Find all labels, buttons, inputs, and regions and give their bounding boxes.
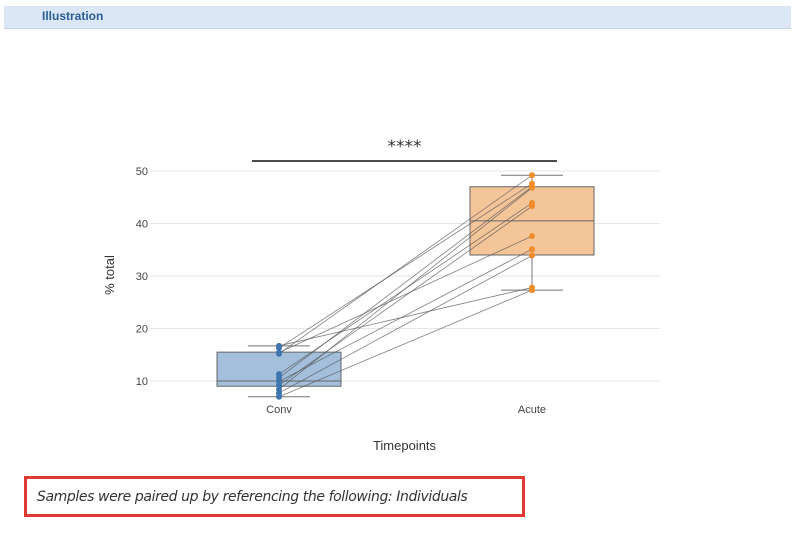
y-tick-label: 40: [136, 219, 148, 231]
data-point-acute: [529, 246, 535, 253]
paired-box-plot: 10 20 30 40 50 Conv Acute **** Timepoints % to…: [102, 137, 660, 453]
pair-lines: [278, 174, 533, 398]
data-point-acute: [529, 233, 535, 240]
pair-line: [278, 183, 533, 349]
data-point-conv: [276, 393, 282, 400]
pair-line: [278, 287, 533, 347]
y-tick-label: 10: [136, 376, 148, 388]
data-point-conv: [276, 382, 282, 389]
pair-line: [278, 289, 533, 398]
data-point-conv: [276, 344, 282, 351]
x-tick-label: Acute: [518, 404, 546, 416]
pair-line: [278, 248, 533, 382]
data-point-acute: [529, 184, 535, 191]
boxes: [216, 174, 595, 398]
data-points: [276, 172, 535, 400]
pair-line: [278, 235, 533, 354]
x-axis-label: Timepoints: [373, 438, 437, 453]
pair-line: [278, 255, 533, 394]
y-tick-label: 50: [136, 166, 148, 178]
y-axis-label: % total: [102, 255, 117, 295]
section-title: Illustration: [42, 9, 104, 23]
pairing-note-box: Samples were paired up by referencing th…: [24, 476, 525, 517]
pair-line: [278, 174, 533, 355]
pairing-note-text: Samples were paired up by referencing th…: [37, 489, 468, 505]
data-point-conv: [276, 350, 282, 357]
x-tick-label: Conv: [266, 404, 292, 416]
pair-line: [278, 205, 533, 386]
y-tick-label: 20: [136, 324, 148, 336]
y-tick-label: 30: [136, 271, 148, 283]
data-point-acute: [529, 172, 535, 179]
data-point-acute: [529, 252, 535, 259]
section-header: Illustration: [4, 6, 791, 29]
pair-line: [278, 186, 533, 379]
axes: 10 20 30 40 50 Conv Acute: [136, 166, 546, 416]
data-point-acute: [529, 287, 535, 294]
data-point-acute: [529, 203, 535, 210]
pair-line: [278, 187, 533, 390]
significance-label: ****: [388, 137, 422, 157]
